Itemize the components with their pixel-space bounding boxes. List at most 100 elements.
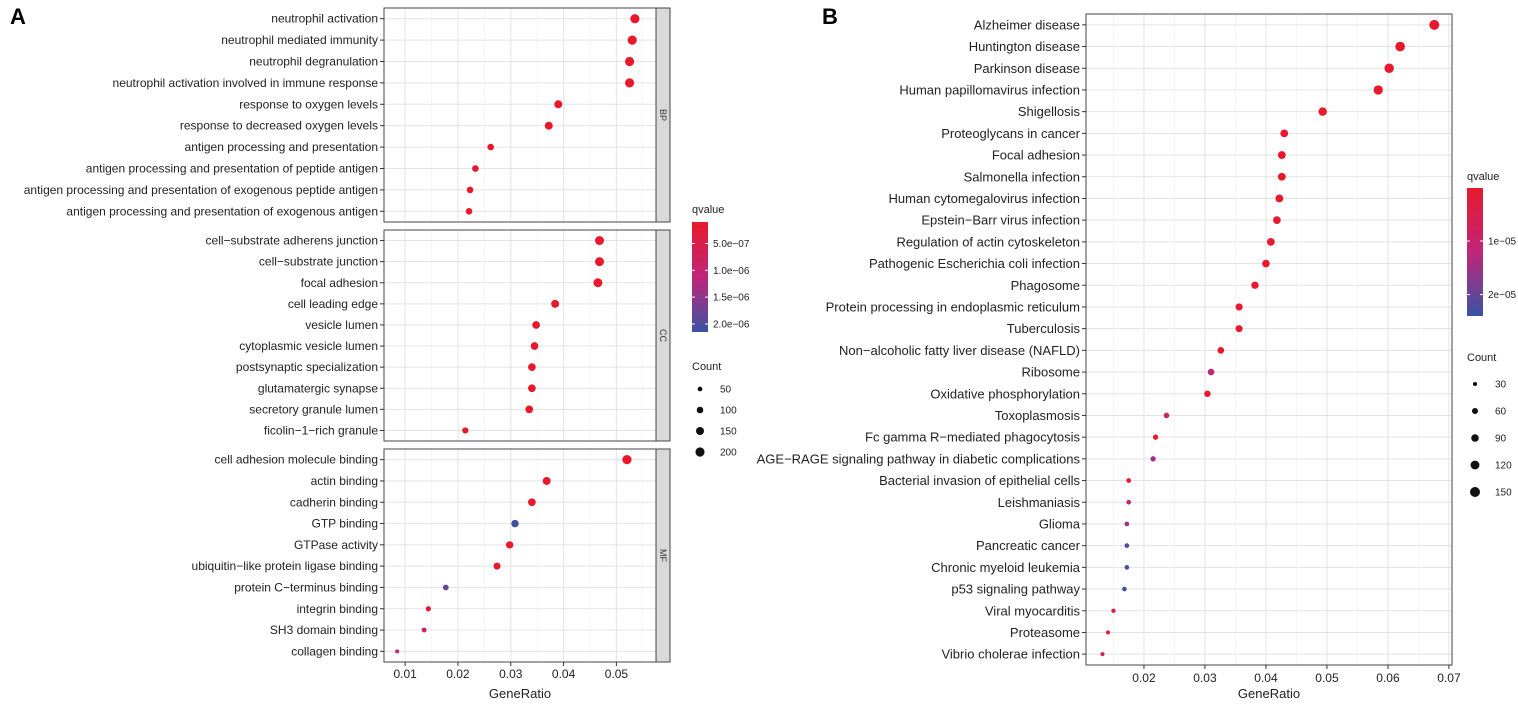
data-point <box>1235 325 1243 333</box>
y-tick-label: cell leading edge <box>288 297 378 311</box>
size-legend-dot <box>1471 407 1479 415</box>
size-legend-dot <box>695 447 705 457</box>
data-point <box>1217 346 1225 354</box>
size-legend-title: Count <box>692 361 721 373</box>
data-point <box>1124 565 1130 570</box>
y-tick-label: Glioma <box>1039 516 1081 531</box>
y-tick-label: antigen processing and presentation of e… <box>66 204 378 218</box>
data-point <box>528 384 536 393</box>
data-point <box>1163 412 1170 419</box>
data-point <box>544 121 553 130</box>
size-legend-dot <box>697 386 703 392</box>
y-tick-label: secretory granule lumen <box>249 402 378 416</box>
y-tick-label: response to decreased oxygen levels <box>180 119 378 133</box>
y-tick-label: antigen processing and presentation <box>185 140 378 154</box>
color-legend-label: 1.5e−06 <box>713 293 750 304</box>
y-tick-label: GTPase activity <box>294 538 378 552</box>
size-legend-dot <box>696 406 704 414</box>
y-tick-label: ubiquitin−like protein ligase binding <box>192 559 378 573</box>
color-legend-label: 1e−05 <box>1488 237 1517 248</box>
size-legend-dot <box>1470 487 1480 497</box>
chart-panel-a: BP neutrophil activation neutrophil mediat… <box>24 7 750 701</box>
y-tick-label: Human cytomegalovirus infection <box>889 191 1080 206</box>
y-tick-label: actin binding <box>311 474 378 488</box>
y-tick-label: cadherin binding <box>290 495 378 509</box>
y-tick-label: integrin binding <box>297 602 378 616</box>
y-tick-label: Tuberculosis <box>1007 321 1081 336</box>
data-point <box>1251 281 1259 289</box>
data-point <box>421 627 427 633</box>
data-point <box>627 35 637 45</box>
data-point <box>1373 85 1383 95</box>
size-legend-label: 150 <box>720 427 737 438</box>
size-legend-label: 150 <box>1495 488 1512 499</box>
panel-background <box>1086 14 1452 665</box>
y-tick-label: Chronic myeloid leukemia <box>931 560 1081 575</box>
x-tick-label: 0.06 <box>1376 671 1400 685</box>
data-point <box>1280 129 1289 138</box>
data-point <box>1429 19 1440 30</box>
data-point <box>630 14 640 24</box>
data-point <box>1277 172 1286 181</box>
data-point <box>594 236 604 246</box>
data-point <box>554 100 563 109</box>
data-point <box>1235 303 1243 311</box>
y-tick-label: GTP binding <box>312 517 379 531</box>
facet-strip <box>655 448 671 663</box>
y-tick-label: Epstein−Barr virus infection <box>921 213 1080 228</box>
size-legend-label: 90 <box>1495 434 1507 445</box>
y-tick-label: SH3 domain binding <box>270 623 378 637</box>
panel-background <box>384 449 656 662</box>
data-point <box>593 278 603 288</box>
y-tick-label: Human papillomavirus infection <box>899 82 1080 97</box>
facet-cc: CC cell−substrate adherens junction cell−s… <box>206 229 671 442</box>
data-point <box>532 321 540 329</box>
color-legend-label: 1.0e−06 <box>713 266 750 277</box>
y-tick-label: response to oxygen levels <box>239 97 378 111</box>
y-tick-label: Phagosome <box>1011 278 1080 293</box>
color-bar <box>692 222 708 332</box>
y-tick-label: neutrophil mediated immunity <box>221 33 378 47</box>
data-point <box>528 498 536 507</box>
y-tick-label: p53 signaling pathway <box>951 582 1080 597</box>
data-point <box>506 541 514 549</box>
y-tick-label: neutrophil activation <box>271 12 378 26</box>
x-tick-label: 0.05 <box>605 667 629 681</box>
data-point <box>395 649 400 654</box>
size-legend-title: Count <box>1467 352 1496 364</box>
data-point <box>1150 456 1156 462</box>
data-point <box>528 363 536 372</box>
color-bar <box>1467 188 1483 316</box>
data-point <box>472 165 479 172</box>
size-legend: Count 50 100 150 200 <box>692 361 737 459</box>
size-legend-label: 30 <box>1495 380 1507 391</box>
y-tick-label: vesicle lumen <box>305 318 378 332</box>
y-tick-label: neutrophil activation involved in immune… <box>113 76 379 90</box>
size-legend-label: 100 <box>720 406 737 417</box>
x-axis-title: GeneRatio <box>489 686 551 701</box>
y-tick-label: Salmonella infection <box>964 169 1080 184</box>
color-legend-label: 2.0e−06 <box>713 319 750 330</box>
facet-strip <box>655 7 671 223</box>
facet-strip-label: CC <box>658 329 668 342</box>
data-point <box>594 257 604 267</box>
x-tick-label: 0.04 <box>552 667 576 681</box>
color-legend-label: 2e−05 <box>1488 290 1517 301</box>
x-axis-title: GeneRatio <box>1238 686 1300 701</box>
data-point <box>624 56 635 67</box>
facet-mf: MF cell adhesion molecule binding actin bi… <box>192 448 671 663</box>
y-tick-label: cell adhesion molecule binding <box>215 453 378 467</box>
data-point <box>1395 41 1405 52</box>
data-point <box>1126 478 1132 483</box>
y-tick-label: cytoplasmic vesicle lumen <box>239 339 378 353</box>
y-tick-label: Shigellosis <box>1018 104 1081 119</box>
chart-panel-b: Alzheimer disease Huntington disease Parki… <box>757 13 1517 701</box>
data-point <box>425 606 431 612</box>
y-tick-label: Parkinson disease <box>974 61 1080 76</box>
panel-border <box>1085 13 1453 666</box>
data-point <box>542 476 551 485</box>
data-point <box>442 584 449 591</box>
y-tick-label: Huntington disease <box>969 39 1080 54</box>
y-tick-label: Oxidative phosphorylation <box>930 386 1080 401</box>
